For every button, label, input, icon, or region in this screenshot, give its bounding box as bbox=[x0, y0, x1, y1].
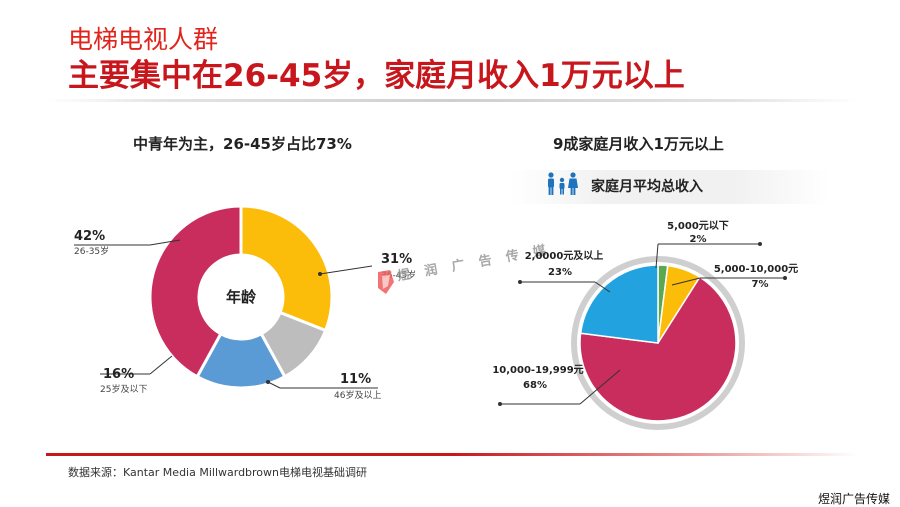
label-46plus-percent: 11% bbox=[340, 372, 371, 387]
leader-line-25below bbox=[149, 355, 173, 375]
label-36-45-percent: 31% bbox=[381, 252, 412, 267]
label-26-35-category: 26-35岁 bbox=[74, 245, 109, 257]
income-chart-subtitle: 家庭月平均总收入 bbox=[591, 179, 703, 195]
label-26-35-percent: 42% bbox=[74, 229, 105, 244]
source-note: 数据来源：Kantar Media Millwardbrown电梯电视基础调研 bbox=[68, 466, 368, 479]
family-icon bbox=[548, 172, 578, 195]
leader-line-26-35 bbox=[149, 239, 181, 246]
label-46plus-category: 46岁及以上 bbox=[334, 389, 381, 401]
age-donut-slice-3 bbox=[148, 204, 243, 379]
label-25below-category: 25岁及以下 bbox=[100, 383, 147, 395]
age-donut-slice-0 bbox=[239, 204, 334, 333]
leader-dot-36-45 bbox=[318, 272, 322, 276]
watermark-logo bbox=[378, 270, 394, 294]
donut-hole bbox=[201, 257, 281, 337]
leader-line-36-45 bbox=[319, 265, 373, 275]
donut-center-label: 年龄 bbox=[226, 288, 257, 306]
page-subtitle: 主要集中在26-45岁，家庭月收入1万元以上 bbox=[68, 58, 685, 94]
watermark-corner-text: 煜润广告传媒 bbox=[818, 492, 891, 506]
header-divider bbox=[46, 99, 858, 102]
income-chart-title: 9成家庭月收入1万元以上 bbox=[553, 135, 724, 153]
footer-divider bbox=[46, 453, 858, 456]
label-25below-percent: 16% bbox=[103, 367, 134, 382]
age-chart-title: 中青年为主，26-45岁占比73% bbox=[133, 135, 352, 153]
leader-line-46plus bbox=[267, 381, 281, 389]
leader-dot-46plus bbox=[266, 380, 270, 384]
age-donut-slices bbox=[148, 204, 334, 390]
page-title: 电梯电视人群 bbox=[68, 25, 219, 54]
